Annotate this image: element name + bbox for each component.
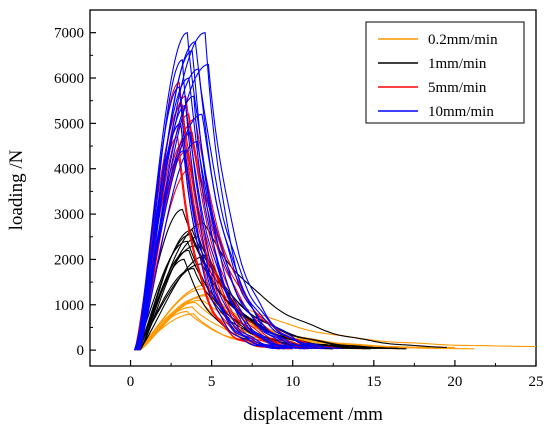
- series-curve: [134, 104, 301, 351]
- y-tick-label: 7000: [54, 26, 84, 42]
- series-curve: [139, 149, 287, 351]
- legend-label: 1mm/min: [428, 56, 487, 72]
- x-tick-label: 5: [208, 374, 216, 390]
- legend-label: 10mm/min: [428, 104, 494, 120]
- series-curve: [135, 283, 536, 351]
- y-tick-label: 6000: [54, 71, 84, 87]
- series-curve: [137, 140, 313, 351]
- y-tick-label: 4000: [54, 162, 84, 178]
- x-axis-title: displacement /mm: [243, 404, 383, 425]
- series-curve: [134, 63, 342, 351]
- series-curve: [139, 104, 293, 351]
- y-tick-label: 1000: [54, 298, 84, 314]
- axis-frame: [89, 9, 537, 367]
- legend-label: 0.2mm/min: [428, 32, 498, 48]
- series-curve: [135, 31, 301, 351]
- series-curve: [136, 86, 285, 351]
- plot-area-frame: [89, 9, 537, 367]
- x-tick-label: 15: [366, 374, 381, 390]
- y-tick-label: 2000: [54, 252, 84, 268]
- y-tick-label: 3000: [54, 207, 84, 223]
- series-0-2mm-min: [134, 283, 536, 351]
- series-curve: [137, 118, 342, 351]
- series-curve: [139, 297, 431, 351]
- x-tick-label: 25: [529, 374, 544, 390]
- series-curve: [138, 254, 378, 351]
- legend-label: 5mm/min: [428, 80, 487, 96]
- x-tick-label: 10: [285, 374, 300, 390]
- y-tick-label: 0: [77, 343, 85, 359]
- y-tick-label: 5000: [54, 116, 84, 132]
- series-curve: [135, 122, 280, 351]
- series-1mm-min: [134, 208, 447, 351]
- series-curve: [136, 222, 447, 351]
- x-axis: 0 5 10 15 20 25: [89, 360, 544, 390]
- x-tick-label: 0: [127, 374, 135, 390]
- y-axis: 0 1000 2000 3000 4000 5000 6000 7000: [54, 26, 96, 359]
- x-tick-label: 20: [447, 374, 462, 390]
- y-axis-title: loading /N: [6, 149, 27, 230]
- curves-layer: [134, 31, 536, 351]
- series-10mm-min: [134, 31, 342, 351]
- series-curve: [134, 113, 334, 351]
- series-curve: [135, 245, 391, 351]
- legend: 0.2mm/min 1mm/min 5mm/min 10mm/min: [365, 21, 525, 124]
- series-curve: [139, 59, 290, 351]
